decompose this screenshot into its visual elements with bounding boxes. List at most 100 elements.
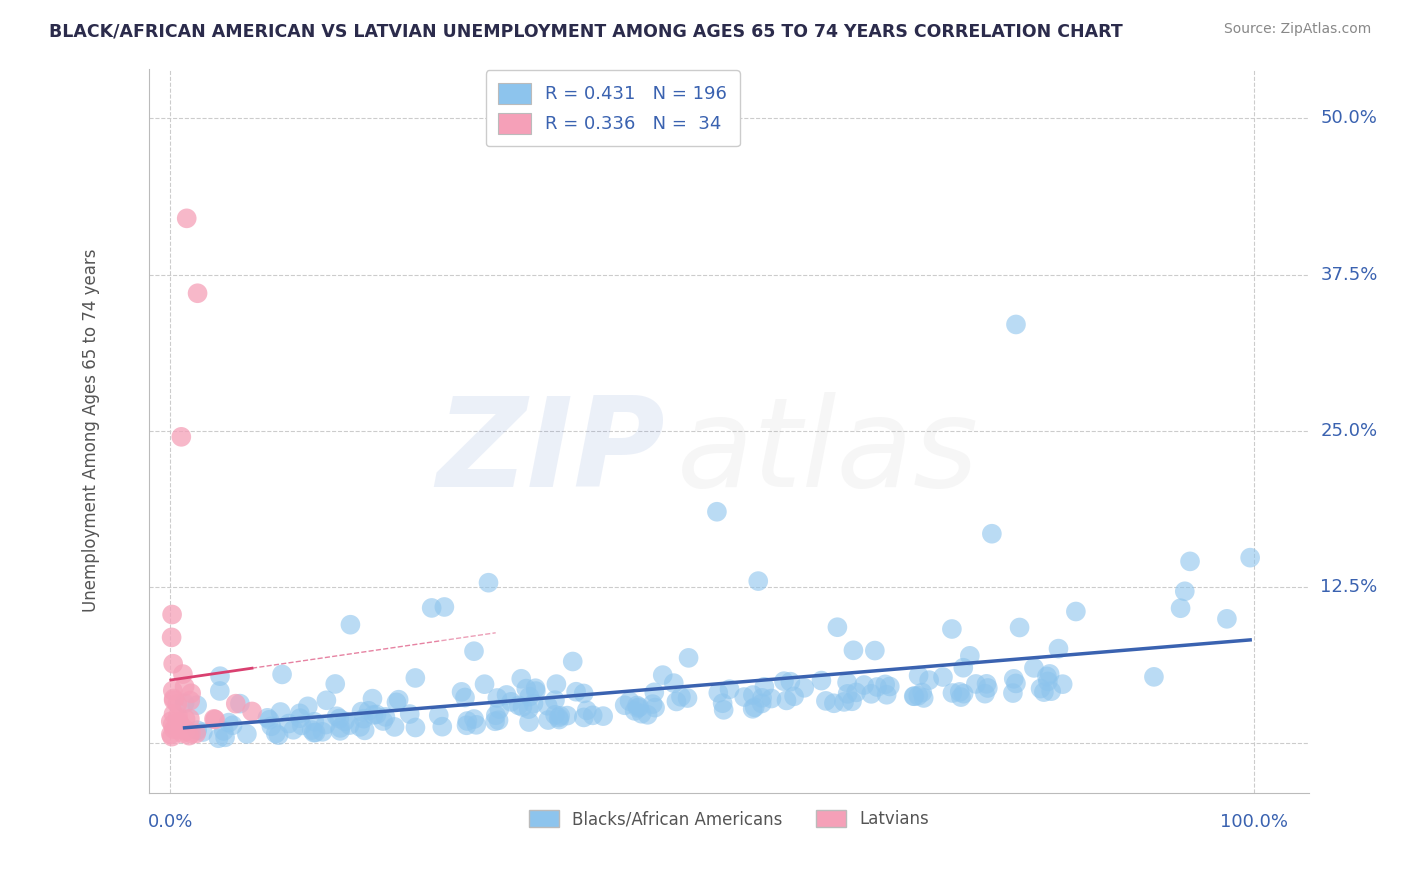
Point: [172, 726, 194, 740]
Point: [744, 700, 766, 714]
Point: [218, 715, 240, 730]
Point: [875, 677, 897, 691]
Point: [974, 687, 997, 701]
Point: [465, 718, 488, 732]
Point: [477, 575, 499, 590]
Point: [172, 667, 194, 681]
Point: [1022, 661, 1045, 675]
Point: [484, 714, 506, 729]
Text: 50.0%: 50.0%: [1320, 110, 1376, 128]
Point: [1064, 605, 1087, 619]
Point: [212, 723, 235, 738]
Point: [179, 693, 201, 707]
Point: [463, 644, 485, 658]
Point: [304, 725, 326, 739]
Text: 100.0%: 100.0%: [1220, 813, 1288, 831]
Text: atlas: atlas: [676, 392, 979, 513]
Point: [1008, 620, 1031, 634]
Point: [173, 696, 195, 710]
Point: [163, 722, 186, 736]
Text: ZIP: ZIP: [436, 392, 665, 513]
Point: [537, 713, 560, 727]
Point: [1239, 550, 1261, 565]
Point: [879, 680, 901, 694]
Point: [572, 686, 595, 700]
Point: [162, 683, 184, 698]
Point: [173, 680, 195, 694]
Point: [162, 657, 184, 671]
Point: [174, 723, 197, 738]
Point: [384, 720, 406, 734]
Point: [903, 689, 925, 703]
Point: [1174, 584, 1197, 599]
Point: [420, 601, 443, 615]
Point: [918, 673, 941, 687]
Point: [524, 684, 547, 698]
Point: [565, 684, 588, 698]
Point: [754, 680, 776, 694]
Point: [366, 707, 388, 722]
Point: [713, 703, 735, 717]
Point: [912, 690, 935, 705]
Point: [315, 693, 337, 707]
Point: [311, 724, 333, 739]
Point: [264, 726, 287, 740]
Point: [832, 695, 855, 709]
Point: [741, 688, 763, 702]
Point: [510, 672, 533, 686]
Point: [783, 690, 806, 704]
Point: [853, 678, 876, 692]
Point: [1032, 685, 1054, 699]
Point: [575, 703, 598, 717]
Point: [630, 706, 652, 721]
Point: [835, 675, 858, 690]
Point: [544, 707, 567, 722]
Point: [949, 690, 972, 704]
Point: [718, 682, 741, 697]
Point: [1216, 612, 1239, 626]
Point: [623, 704, 645, 718]
Point: [932, 670, 955, 684]
Point: [160, 607, 183, 622]
Point: [860, 687, 883, 701]
Point: [952, 661, 974, 675]
Point: [501, 695, 523, 709]
Point: [288, 711, 311, 725]
Point: [823, 696, 845, 710]
Point: [517, 714, 540, 729]
Point: [1001, 686, 1024, 700]
Point: [291, 718, 314, 732]
Point: [508, 698, 530, 713]
Point: [613, 698, 636, 713]
Point: [561, 655, 583, 669]
Point: [733, 690, 755, 704]
Point: [537, 698, 560, 713]
Point: [641, 697, 664, 711]
Point: [176, 211, 198, 226]
Point: [841, 694, 863, 708]
Point: [488, 702, 510, 716]
Point: [582, 708, 605, 723]
Legend: Blacks/African Americans, Latvians: Blacks/African Americans, Latvians: [522, 804, 935, 835]
Point: [353, 712, 375, 726]
Point: [747, 574, 769, 588]
Point: [202, 712, 225, 726]
Point: [1178, 554, 1201, 568]
Point: [644, 700, 666, 714]
Point: [432, 720, 454, 734]
Point: [837, 687, 859, 701]
Point: [662, 676, 685, 690]
Point: [1002, 672, 1025, 686]
Point: [706, 505, 728, 519]
Point: [548, 708, 571, 723]
Point: [398, 706, 420, 721]
Point: [977, 681, 1000, 695]
Point: [283, 723, 305, 737]
Point: [572, 710, 595, 724]
Point: [187, 286, 209, 301]
Point: [775, 693, 797, 707]
Point: [166, 722, 188, 736]
Point: [180, 726, 202, 740]
Point: [1143, 670, 1166, 684]
Point: [323, 677, 346, 691]
